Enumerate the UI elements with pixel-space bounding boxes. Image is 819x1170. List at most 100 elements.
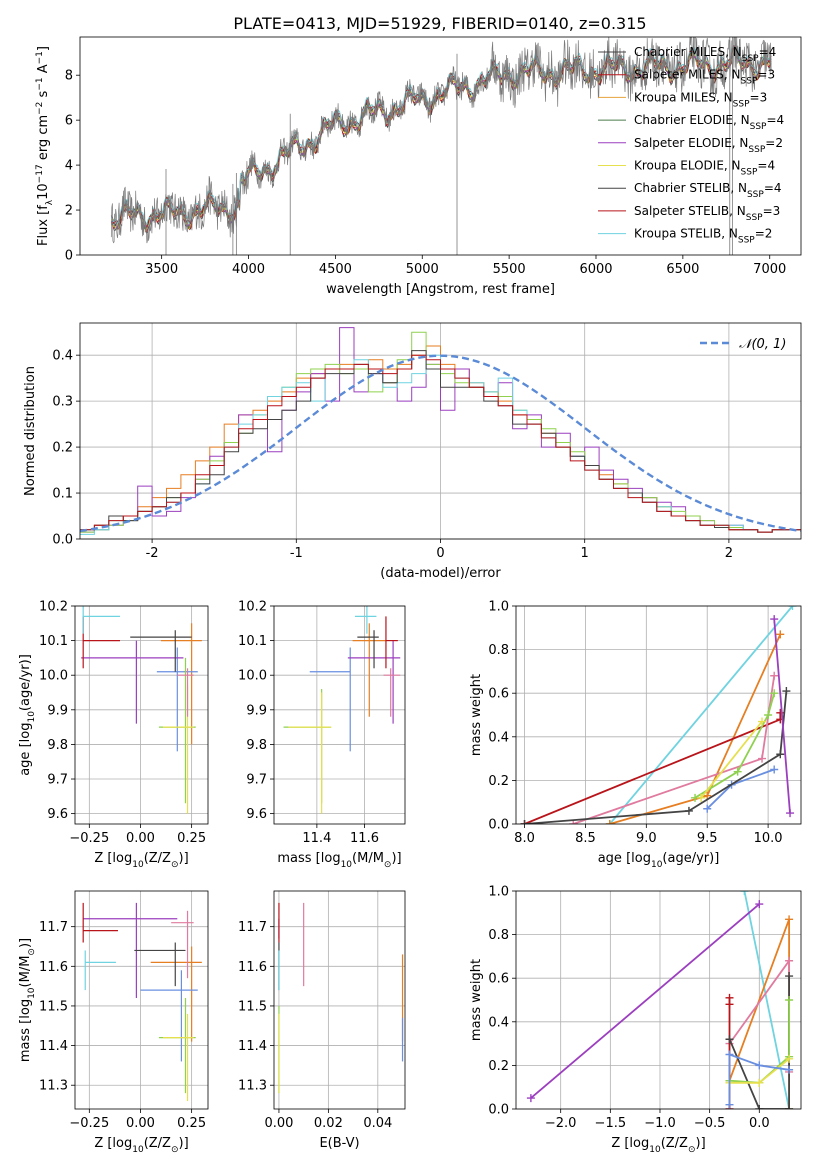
weight-marker bbox=[776, 750, 785, 759]
x-tick-label: 5000 bbox=[406, 262, 439, 277]
x-axis-label: wavelength [Angstrom, rest frame] bbox=[326, 282, 555, 297]
x-tick-label: 10.0 bbox=[754, 831, 783, 846]
weight-marker bbox=[684, 806, 693, 815]
x-tick-label: 11.6 bbox=[350, 831, 379, 846]
weight-marker bbox=[786, 809, 795, 818]
x-tick-label: 11.4 bbox=[302, 831, 331, 846]
panel-age-vs-mass: 11.4 11.6 9.6 9.7 9.8 9.9 10.0 10.1 10.2 mass [lo… bbox=[238, 600, 406, 870]
x-tick-label: -1 bbox=[290, 546, 303, 561]
weight-marker bbox=[725, 1035, 734, 1044]
y-tick-label: 11.4 bbox=[39, 1039, 68, 1054]
weight-marker bbox=[740, 891, 749, 895]
axes-frame bbox=[273, 890, 406, 1110]
y-tick-label: 9.6 bbox=[47, 807, 68, 822]
y-axis-label: age [log10(age/yr)] bbox=[18, 654, 37, 776]
weight-marker bbox=[725, 1050, 734, 1059]
y-tick-label: 9.7 bbox=[246, 773, 267, 788]
x-axis-label: mass [log10(M/M⊙)] bbox=[277, 851, 401, 870]
weight-marker bbox=[605, 820, 614, 824]
y-tick-label: 11.4 bbox=[238, 1039, 267, 1054]
marks-weight-vs-age bbox=[520, 606, 797, 824]
y-tick-label: 11.5 bbox=[39, 999, 68, 1014]
weight-marker bbox=[520, 820, 529, 824]
weight-marker bbox=[758, 754, 767, 763]
x-tick-label: 8.5 bbox=[575, 831, 596, 846]
histogram-step bbox=[80, 354, 801, 533]
y-tick-label: 4 bbox=[65, 159, 73, 174]
legend-label: Chabrier MILES, NSSP=4 bbox=[634, 45, 776, 64]
y-tick-label: 1.0 bbox=[488, 600, 509, 615]
x-axis-label: Z [log10(Z/Z⊙)] bbox=[611, 1136, 705, 1155]
weight-line bbox=[524, 690, 788, 824]
weight-marker bbox=[725, 1100, 734, 1109]
weight-line bbox=[530, 903, 760, 1099]
legend-label: Kroupa STELIB, NSSP=2 bbox=[634, 227, 772, 246]
panel-mass-vs-z: −0.25 0.00 0.25 11.3 11.4 11.5 11.6 11.7 Z [log1… bbox=[18, 890, 209, 1155]
y-tick-label: 0.8 bbox=[488, 928, 509, 943]
weight-marker bbox=[569, 820, 578, 824]
x-axis-label: (data-model)/error bbox=[380, 566, 501, 581]
x-tick-label: 8.0 bbox=[514, 831, 535, 846]
y-tick-label: 10.0 bbox=[238, 669, 267, 684]
y-tick-label: 2 bbox=[65, 204, 73, 219]
x-tick-label: −1.5 bbox=[595, 1116, 627, 1131]
panel-mass-vs-ebv: 0.00 0.02 0.04 11.3 11.4 11.5 11.6 11.7 E(B-V) bbox=[238, 890, 406, 1151]
y-tick-label: 10.1 bbox=[39, 634, 68, 649]
panel-weight-vs-age: 8.0 8.5 9.0 9.5 10.0 0.0 0.2 0.4 0.6 0.8 1.0 age [l… bbox=[469, 600, 802, 870]
legend-label: Chabrier ELODIE, NSSP=4 bbox=[634, 113, 784, 132]
y-tick-label: 0.2 bbox=[52, 441, 73, 456]
y-axis-label: mass weight bbox=[469, 674, 484, 756]
y-tick-label: 10.1 bbox=[238, 634, 267, 649]
weight-marker bbox=[755, 1078, 764, 1087]
y-axis-label: mass [log10(M/M⊙)] bbox=[18, 938, 37, 1062]
y-tick-label: 0.4 bbox=[52, 349, 73, 364]
weight-marker bbox=[776, 708, 785, 717]
weight-marker bbox=[703, 791, 712, 800]
x-tick-label: 5500 bbox=[493, 262, 526, 277]
x-axis-label: Z [log10(Z/Z⊙)] bbox=[94, 851, 188, 870]
y-tick-label: 9.9 bbox=[47, 703, 68, 718]
weight-marker bbox=[782, 687, 791, 696]
axes-age-vs-mass: 11.4 11.6 9.6 9.7 9.8 9.9 10.0 10.1 10.2 mass [lo… bbox=[238, 600, 406, 870]
x-tick-label: 2 bbox=[725, 546, 733, 561]
weight-marker bbox=[788, 606, 797, 610]
weight-marker bbox=[770, 615, 779, 624]
x-tick-label: 9.5 bbox=[697, 831, 718, 846]
panel-spectrum: 3500 4000 4500 5000 5500 6000 6500 7000 0 2 4 6 8 wav… bbox=[35, 36, 802, 297]
weight-marker bbox=[785, 1054, 794, 1063]
legend-label: Salpeter MILES, NSSP=3 bbox=[634, 68, 775, 87]
y-tick-label: 0.6 bbox=[488, 972, 509, 987]
panel-age-vs-z: −0.25 0.00 0.25 9.6 9.7 9.8 9.9 10.0 10.1 10.2 Z [… bbox=[18, 600, 209, 870]
weight-line bbox=[694, 692, 776, 799]
weight-marker bbox=[703, 804, 712, 813]
y-tick-label: 11.7 bbox=[238, 920, 267, 935]
grid-weight-vs-age bbox=[516, 605, 801, 825]
y-tick-label: 0.0 bbox=[488, 1103, 509, 1118]
weight-marker bbox=[755, 1105, 764, 1109]
y-tick-label: 6 bbox=[65, 114, 73, 129]
marks-mass-vs-z bbox=[82, 902, 202, 1102]
plots-layer: 3500 4000 4500 5000 5500 6000 6500 7000 0 2 4 6 8 wav… bbox=[18, 36, 802, 1155]
y-tick-label: 0.4 bbox=[488, 730, 509, 745]
weight-marker bbox=[770, 671, 779, 680]
y-tick-label: 10.2 bbox=[238, 600, 267, 615]
weight-marker bbox=[785, 1065, 794, 1074]
marks-spectrum bbox=[110, 37, 772, 255]
x-tick-label: 0.0 bbox=[749, 1116, 770, 1131]
y-tick-label: 0.8 bbox=[488, 643, 509, 658]
weight-marker bbox=[785, 956, 794, 965]
weight-marker bbox=[785, 915, 794, 924]
weight-marker bbox=[755, 1061, 764, 1070]
gaussian-curve bbox=[80, 354, 801, 533]
y-tick-label: 9.8 bbox=[47, 738, 68, 753]
axes-mass-vs-ebv: 0.00 0.02 0.04 11.3 11.4 11.5 11.6 11.7 E(B-V) bbox=[238, 890, 406, 1151]
x-tick-label: −0.25 bbox=[69, 1116, 109, 1131]
x-tick-label: 6500 bbox=[666, 262, 699, 277]
legend-label: Salpeter STELIB, NSSP=3 bbox=[634, 204, 780, 223]
figure-title: PLATE=0413, MJD=51929, FIBERID=0140, z=0… bbox=[233, 14, 646, 33]
axes-frame bbox=[79, 322, 802, 540]
x-tick-label: 4500 bbox=[319, 262, 352, 277]
x-axis-label: age [log10(age/yr)] bbox=[598, 851, 720, 870]
axes-weight-vs-age: 8.0 8.5 9.0 9.5 10.0 0.0 0.2 0.4 0.6 0.8 1.0 age [l… bbox=[469, 600, 802, 870]
weight-marker bbox=[785, 996, 794, 1004]
